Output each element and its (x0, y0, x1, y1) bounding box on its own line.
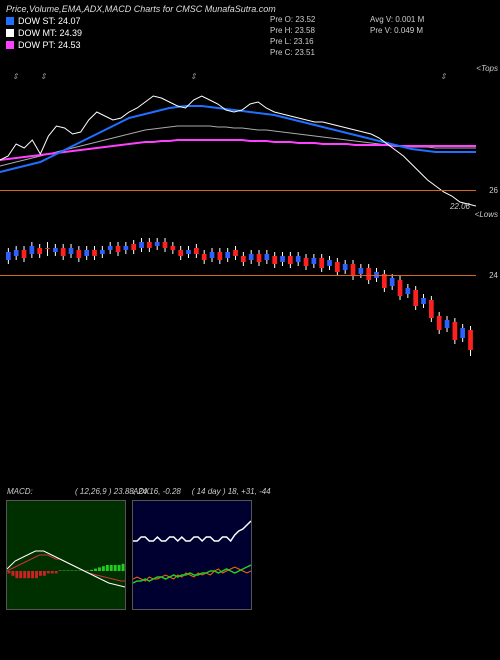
price-axis-label: 26 (489, 186, 498, 195)
lows-note: <Lows (475, 210, 498, 219)
info-avgv: Avg V: 0.001 M (370, 14, 424, 25)
info-prev: Pre V: 0.049 M (370, 25, 424, 36)
swatch-st (6, 17, 14, 25)
info-pre-l: Pre L: 23.16 (270, 36, 315, 47)
volume-info: Avg V: 0.001 M Pre V: 0.049 M (370, 14, 424, 36)
legend-pt: DOW PT: 24.53 (6, 40, 494, 50)
macd-panel: MACD: ( 12,26,9 ) 23.88, 24.16, -0.28 (6, 500, 126, 610)
candlestick-chart: 24 (0, 220, 500, 390)
candle-axis-label: 24 (489, 271, 498, 280)
low-value-label: 22.06 (450, 202, 470, 211)
legend-pt-label: DOW PT: 24.53 (18, 40, 81, 50)
ohlc-info: Pre O: 23.52 Pre H: 23.58 Pre L: 23.16 P… (270, 14, 315, 58)
price-line-chart: <Tops 26 22.06 <Lows (0, 72, 500, 212)
legend-mt-label: DOW MT: 24.39 (18, 28, 82, 38)
candle-hline (0, 275, 476, 276)
tops-note: <Tops (476, 64, 498, 73)
info-pre-c: Pre C: 23.51 (270, 47, 315, 58)
info-pre-h: Pre H: 23.58 (270, 25, 315, 36)
adx-params: ( 14 day ) 18, +31, -44 (192, 487, 271, 496)
chart-title: Price,Volume,EMA,ADX,MACD Charts for CMS… (6, 4, 494, 14)
adx-panel: ADX ( 14 day ) 18, +31, -44 (132, 500, 252, 610)
adx-label: ADX (133, 487, 149, 496)
swatch-pt (6, 41, 14, 49)
swatch-mt (6, 29, 14, 37)
legend-st-label: DOW ST: 24.07 (18, 16, 81, 26)
price-hline (0, 190, 476, 191)
info-pre-o: Pre O: 23.52 (270, 14, 315, 25)
macd-label: MACD: (7, 487, 33, 496)
